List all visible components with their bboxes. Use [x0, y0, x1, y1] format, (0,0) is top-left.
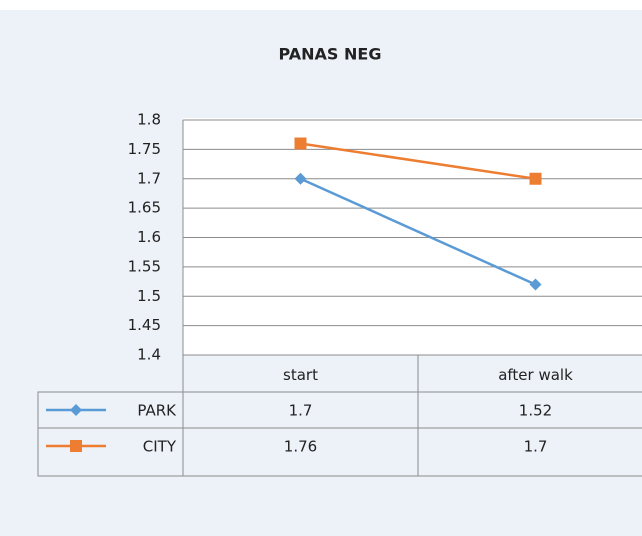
marker	[529, 172, 542, 185]
marker	[70, 404, 82, 416]
legend-label: CITY	[143, 438, 177, 456]
y-tick-label: 1.45	[128, 316, 161, 334]
series-line	[299, 177, 537, 286]
y-tick-label: 1.7	[137, 169, 161, 187]
plot-area	[183, 118, 642, 355]
marker	[294, 137, 307, 150]
y-tick-label: 1.4	[137, 346, 161, 364]
marker	[529, 278, 542, 291]
y-tick-label: 1.6	[137, 228, 161, 246]
category-label: start	[283, 366, 318, 384]
y-tick-label: 1.55	[128, 257, 161, 275]
y-tick-label: 1.65	[128, 199, 161, 217]
table-value: 1.76	[284, 438, 317, 456]
table-value: 1.7	[524, 438, 548, 456]
table-cell	[417, 354, 642, 477]
table-value: 1.7	[289, 402, 313, 420]
chart-title: PANAS NEG	[279, 45, 382, 64]
marker	[70, 440, 82, 452]
table-value: 1.52	[519, 402, 552, 420]
top-strip	[0, 0, 642, 10]
y-tick-label: 1.5	[137, 287, 161, 305]
y-tick-label: 1.75	[128, 140, 161, 158]
legend-label: PARK	[137, 402, 177, 420]
category-label: after walk	[498, 366, 573, 384]
y-tick-label: 1.8	[137, 111, 161, 129]
marker	[294, 172, 307, 185]
series-line	[300, 142, 536, 180]
